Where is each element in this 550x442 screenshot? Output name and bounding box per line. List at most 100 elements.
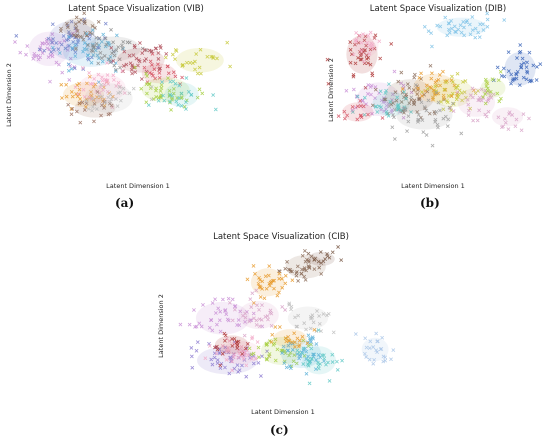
data-point: [244, 374, 249, 379]
cluster-3: [245, 264, 295, 305]
data-point: [281, 344, 286, 349]
data-point: [378, 56, 383, 61]
data-point: [86, 53, 90, 58]
data-point: [428, 63, 433, 68]
data-point: [485, 24, 490, 29]
data-point: [103, 36, 108, 41]
data-point: [262, 296, 267, 301]
data-point: [105, 89, 110, 94]
data-point: [503, 120, 508, 125]
data-point: [509, 72, 514, 77]
data-point: [266, 273, 271, 278]
data-point: [254, 288, 259, 293]
data-point: [90, 32, 95, 36]
data-point: [424, 83, 429, 88]
data-point: [415, 110, 420, 114]
data-point: [392, 137, 397, 141]
data-point: [283, 273, 288, 278]
data-point: [258, 278, 262, 282]
data-point: [473, 91, 478, 96]
data-point: [242, 333, 247, 338]
data-point: [14, 33, 19, 38]
data-point: [387, 104, 392, 109]
data-point: [187, 322, 192, 327]
data-point: [446, 27, 451, 32]
data-point: [270, 332, 275, 337]
data-point: [468, 106, 473, 111]
data-point: [353, 61, 358, 66]
data-point: [145, 91, 149, 96]
data-point: [344, 88, 349, 93]
data-point: [287, 301, 292, 306]
data-point: [197, 321, 202, 326]
data-point: [64, 82, 69, 87]
data-point: [441, 107, 446, 112]
data-point: [78, 120, 83, 125]
data-point: [56, 47, 61, 52]
data-point: [251, 264, 256, 268]
data-point: [294, 271, 299, 275]
data-point: [232, 336, 237, 341]
data-point: [197, 65, 202, 70]
data-point: [450, 91, 455, 96]
data-point: [321, 312, 326, 316]
data-point: [233, 307, 237, 312]
data-point: [382, 97, 387, 102]
data-point: [260, 279, 265, 284]
data-point: [441, 69, 445, 74]
data-point: [168, 92, 173, 97]
data-point: [305, 341, 310, 346]
data-point: [83, 105, 88, 109]
data-point: [149, 97, 154, 102]
data-point: [535, 64, 539, 69]
chart-cib: Latent Space Visualization (CIB) Latent …: [157, 232, 396, 416]
data-point: [515, 56, 519, 60]
data-point: [189, 93, 194, 97]
data-point: [446, 21, 451, 26]
data-point: [173, 74, 178, 79]
data-point: [272, 341, 277, 346]
data-point: [392, 69, 397, 74]
data-point: [189, 354, 194, 359]
data-point: [159, 94, 163, 99]
data-point: [307, 360, 312, 364]
data-point: [358, 114, 363, 118]
data-point: [307, 265, 312, 270]
data-point: [465, 97, 470, 102]
data-point: [24, 52, 28, 57]
data-point: [243, 315, 248, 320]
data-point: [240, 349, 245, 353]
chart-title-dib: Latent Space Visualization (DIB): [370, 4, 506, 14]
data-point: [357, 33, 362, 38]
data-point: [395, 104, 400, 109]
data-point: [420, 93, 424, 98]
cluster-12: [387, 83, 464, 148]
data-point: [255, 303, 259, 308]
data-point: [144, 71, 148, 76]
data-point: [73, 54, 78, 59]
data-point: [358, 57, 363, 62]
data-point: [292, 331, 297, 336]
data-point: [297, 350, 301, 355]
data-point: [156, 62, 160, 67]
data-point: [251, 351, 256, 356]
data-point: [299, 271, 304, 276]
data-point: [116, 45, 121, 50]
data-point: [416, 118, 420, 123]
data-point: [436, 125, 440, 130]
data-point: [450, 74, 454, 79]
data-point: [374, 348, 379, 353]
data-point: [96, 61, 101, 66]
data-point: [451, 101, 455, 106]
data-point: [227, 371, 232, 376]
data-point: [237, 351, 242, 356]
data-point: [101, 88, 106, 92]
data-point: [450, 80, 455, 84]
data-point: [384, 109, 389, 114]
data-point: [224, 357, 229, 362]
data-point: [310, 313, 315, 318]
panel-vib: Latent Space Visualization (VIB) Latent …: [0, 0, 275, 222]
data-point: [312, 352, 316, 357]
data-point: [264, 341, 269, 346]
data-point: [403, 108, 408, 112]
